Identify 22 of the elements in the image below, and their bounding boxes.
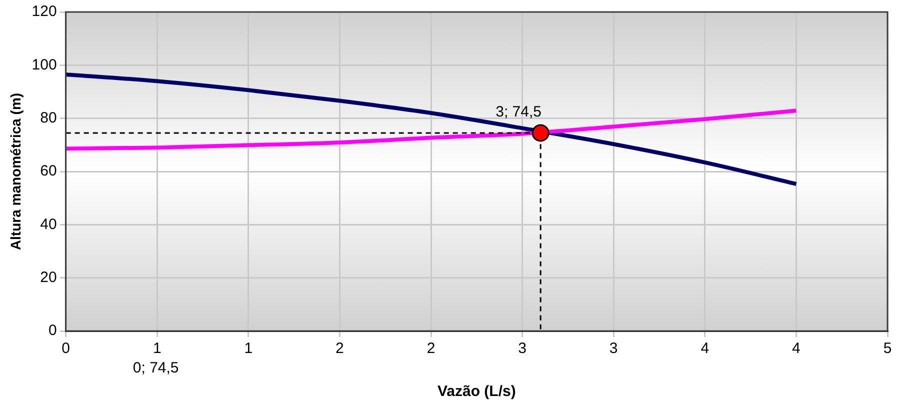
x-tick-label: 4 — [792, 340, 800, 358]
text: 0; 74,5 — [132, 360, 179, 377]
y-tick-label: 120 — [32, 3, 57, 20]
x-axis-title: Vazão (L/s) — [437, 383, 516, 400]
x-tick-label: 1 — [244, 340, 253, 358]
y-tick-label: 80 — [40, 109, 57, 126]
y-tick-label: 60 — [40, 162, 57, 180]
annotation: 3; 74,5 — [496, 104, 542, 121]
x-tick-label: 3 — [609, 340, 618, 358]
y-tick-label: 100 — [32, 56, 57, 74]
y-tick-label: 20 — [40, 268, 57, 286]
x-tick-label: 2 — [426, 340, 436, 358]
x-tick-label: 2 — [336, 340, 344, 358]
line-series — [66, 72, 798, 186]
x-tick-label: 5 — [883, 340, 892, 358]
x-tick-label: 0 — [62, 340, 70, 358]
x-tick-label: 3 — [518, 340, 526, 358]
x-tick-label: 1 — [152, 340, 162, 358]
x-tick-label: 4 — [700, 340, 710, 358]
y-tick-label: 40 — [40, 216, 57, 233]
y-tick-label: 0 — [48, 322, 57, 340]
y-axis-title: Altura manométrica (m) — [7, 92, 24, 250]
